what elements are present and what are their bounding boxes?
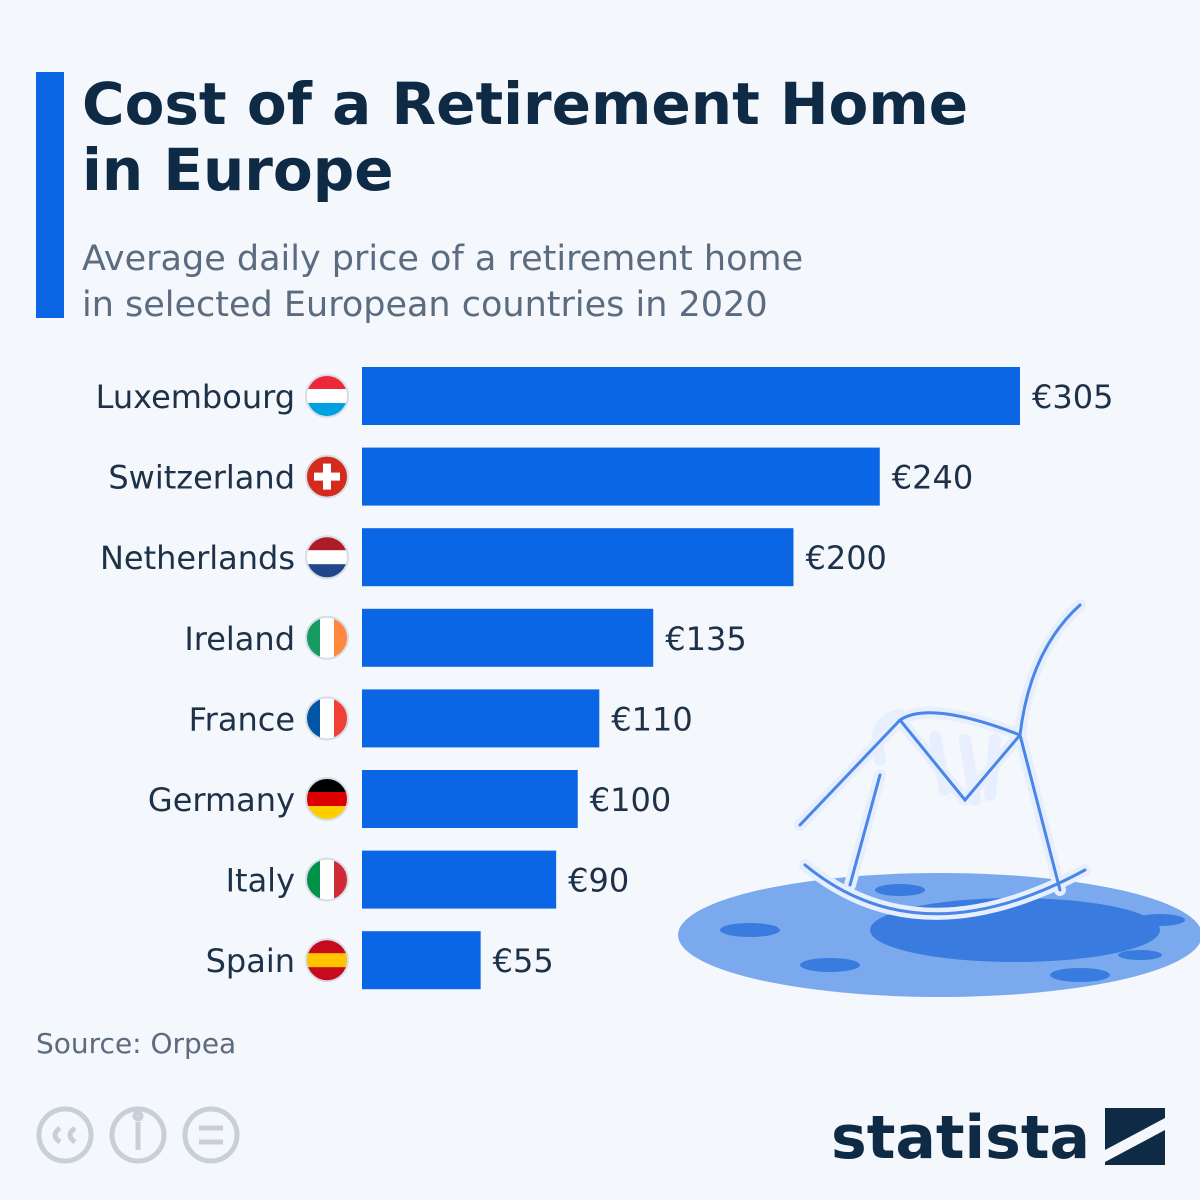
bar (362, 850, 557, 909)
flag-border (305, 454, 349, 499)
flag-part (306, 550, 348, 565)
flag-border (305, 777, 349, 821)
flag-part (320, 616, 335, 659)
license-icons (36, 1106, 240, 1164)
category-label: Netherlands (100, 539, 295, 577)
source: Source: Orpea (36, 1027, 236, 1060)
category-label: Italy (226, 862, 295, 900)
category-label: Germany (148, 781, 295, 819)
flag-part (320, 858, 335, 901)
category-label: Ireland (184, 620, 295, 658)
value-label: €240 (892, 459, 973, 497)
brand-logo: statista (831, 1103, 1090, 1173)
flag-border (305, 696, 349, 741)
chart-subtitle: Average daily price of a retirement home… (82, 239, 803, 325)
bar (362, 770, 578, 828)
category-label: France (189, 700, 295, 738)
flag-part (314, 472, 340, 481)
value-label: €110 (611, 700, 692, 738)
value-label: €100 (590, 781, 671, 819)
brand-mark-stripe (1105, 1118, 1165, 1162)
flag-part (306, 953, 348, 968)
category-label: Switzerland (108, 459, 295, 497)
flag-border (305, 615, 349, 660)
flag-border (305, 535, 349, 580)
bar (362, 367, 1020, 425)
chart-title: Cost of a Retirement Home in Europe (82, 70, 968, 204)
bar (362, 528, 794, 587)
text-line: Average daily price of a retirement home (82, 239, 803, 279)
bar (362, 931, 481, 990)
category-label: Luxembourg (96, 378, 295, 416)
flag-border (305, 938, 349, 983)
flag-part (306, 792, 348, 807)
value-label: €200 (805, 539, 886, 577)
flag-icon (306, 455, 348, 498)
text-line: in selected European countries in 2020 (82, 285, 768, 325)
value-label: €305 (1032, 378, 1113, 416)
accent-bar (36, 72, 64, 318)
value-label: €90 (568, 862, 629, 900)
category-label: Spain (206, 942, 295, 980)
text-line: Cost of a Retirement Home (82, 70, 968, 138)
value-label: €135 (665, 620, 746, 658)
flag-border (305, 374, 349, 418)
illustration (678, 599, 1200, 997)
value-label: €55 (493, 942, 554, 980)
bar (362, 447, 880, 506)
bar (362, 608, 654, 667)
flag-part (320, 697, 335, 740)
text-line: in Europe (82, 136, 394, 204)
flag-part (306, 389, 348, 404)
flag-border (305, 857, 349, 902)
bar (362, 689, 600, 748)
